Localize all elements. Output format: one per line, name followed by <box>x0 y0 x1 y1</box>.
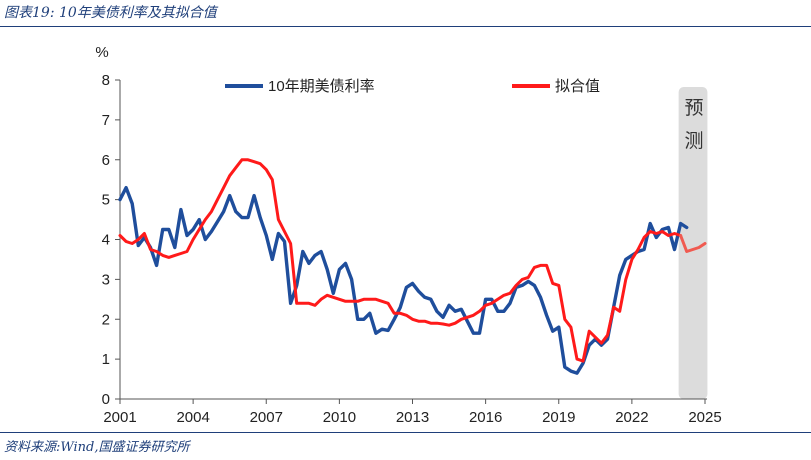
source-divider <box>0 432 811 433</box>
x-tick-label: 2022 <box>615 409 648 426</box>
y-tick-label: 7 <box>102 112 110 129</box>
x-tick-label: 2019 <box>542 409 575 426</box>
x-tick-label: 2013 <box>396 409 429 426</box>
title-divider <box>0 26 811 27</box>
series-line-fitted-forecast <box>679 234 707 253</box>
x-tick-label: 2016 <box>469 409 502 426</box>
forecast-label-line1: 预 <box>685 97 704 119</box>
legend-label-treasury: 10年期美债利率 <box>268 78 375 95</box>
legend-label-fitted: 拟合值 <box>555 78 600 95</box>
legend: 10年期美债利率 拟合值 <box>225 78 600 95</box>
figure-source: 资料来源:Wind,国盛证券研究所 <box>4 440 190 455</box>
y-tick-label: 6 <box>102 152 110 169</box>
series-line-fitted <box>118 158 683 363</box>
series-layer <box>118 158 707 375</box>
y-axis: 0 1 2 3 4 5 6 7 8 <box>102 72 121 408</box>
forecast-band <box>678 87 708 399</box>
y-tick-label: 1 <box>102 351 110 368</box>
y-tick-label: 0 <box>102 391 110 408</box>
y-tick-label: 8 <box>102 72 110 89</box>
y-tick-label: 4 <box>102 232 110 249</box>
figure-title: 图表19: 10年美债利率及其拟合值 <box>4 5 217 21</box>
x-axis: 2001 2004 2007 2010 2013 2016 2019 2022 2025 <box>103 398 722 426</box>
x-tick-label: 2001 <box>103 409 136 426</box>
x-tick-label: 2025 <box>688 409 721 426</box>
y-tick-label: 2 <box>102 311 110 328</box>
x-tick-label: 2007 <box>250 409 283 426</box>
x-tick-label: 2004 <box>176 409 209 426</box>
series-line-treasury-10y <box>118 185 689 375</box>
x-tick-label: 2010 <box>323 409 356 426</box>
y-tick-label: 5 <box>102 192 110 209</box>
forecast-label-line2: 测 <box>685 130 704 152</box>
y-tick-label: 3 <box>102 271 110 288</box>
y-axis-unit-label: % <box>95 44 108 61</box>
